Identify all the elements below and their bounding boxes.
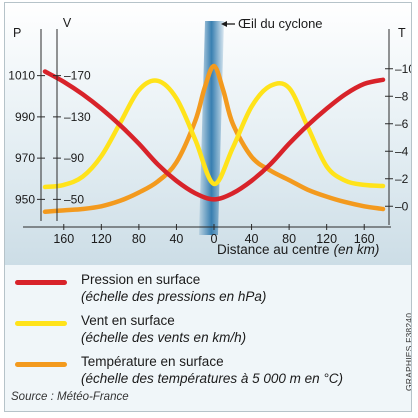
wind-tick-label: –170 xyxy=(64,69,91,83)
pressure-tick-label: 990 xyxy=(15,110,35,124)
wind-tick-label: –50 xyxy=(64,192,84,206)
temperature-tick-label: –0 xyxy=(395,199,409,213)
legend-subtitle-pressure: (échelle des pressions en hPa) xyxy=(81,289,267,304)
legend-title-wind: Vent en surface xyxy=(81,313,175,328)
wind-tick-label: –130 xyxy=(64,110,91,124)
axis-layer: 160 120 80 40 0 40 80 120 160 P 950 970 990 1010 V –50 –… xyxy=(8,16,411,246)
temperature-axis-label: T xyxy=(398,26,406,40)
x-axis-unit: (en km) xyxy=(334,242,380,257)
temperature-tick-label: –8 xyxy=(395,89,409,103)
wind-axis-label: V xyxy=(63,16,72,30)
temperature-tick-label: –10 xyxy=(395,62,411,76)
cyclone-chart: 160 120 80 40 0 40 80 120 160 P 950 970 990 1010 V –50 –… xyxy=(5,3,411,265)
x-tick-label: 120 xyxy=(316,232,337,246)
legend-subtitle-wind: (échelle des vents en km/h) xyxy=(81,330,247,345)
legend-item-temperature: Température en surface (échelle des temp… xyxy=(81,353,343,387)
x-tick-label: 120 xyxy=(91,232,112,246)
eye-arrow xyxy=(221,21,235,27)
legend-swatch-pressure xyxy=(15,280,67,285)
x-tick-label: 40 xyxy=(169,232,183,246)
temperature-tick-label: –4 xyxy=(395,144,409,158)
legend-swatch-temperature xyxy=(15,362,67,367)
series-line-pressure xyxy=(42,69,386,202)
temperature-tick-label: –6 xyxy=(395,117,409,131)
legend-title-pressure: Pression en surface xyxy=(81,272,201,287)
x-axis-label: Distance au centre (en km) xyxy=(217,242,379,257)
legend-swatch-wind xyxy=(15,321,67,326)
legend-item-pressure: Pression en surface (échelle des pressio… xyxy=(81,271,266,305)
x-tick-label: 0 xyxy=(211,232,218,246)
x-tick-label: 160 xyxy=(53,232,74,246)
x-tick-label: 80 xyxy=(282,232,296,246)
pressure-tick-label: 950 xyxy=(15,192,35,206)
x-tick-label: 40 xyxy=(245,232,259,246)
series-line-wind xyxy=(42,78,386,190)
pressure-axis-label: P xyxy=(13,26,21,40)
pressure-tick-label: 970 xyxy=(15,151,35,165)
temperature-tick-label: –2 xyxy=(395,172,409,186)
graphics-credit: GRAPHIES F38240 xyxy=(404,312,412,391)
legend-item-wind: Vent en surface (échelle des vents en km… xyxy=(81,312,246,346)
pressure-tick-label: 1010 xyxy=(8,69,35,83)
series-layer xyxy=(42,63,386,215)
wind-tick-label: –90 xyxy=(64,151,84,165)
figure-panel: 160 120 80 40 0 40 80 120 160 P 950 970 990 1010 V –50 –… xyxy=(4,2,412,412)
legend-title-temperature: Température en surface xyxy=(81,354,224,369)
x-tick-label: 160 xyxy=(354,232,375,246)
source-note: Source : Météo-France xyxy=(11,391,129,403)
x-axis-title: Distance au centre xyxy=(217,242,330,257)
legend-subtitle-temperature: (échelle des températures à 5 000 m en °… xyxy=(81,371,344,386)
eye-annotation: Œil du cyclone xyxy=(238,16,323,31)
x-tick-label: 80 xyxy=(132,232,146,246)
series-line-temperature xyxy=(42,63,386,215)
